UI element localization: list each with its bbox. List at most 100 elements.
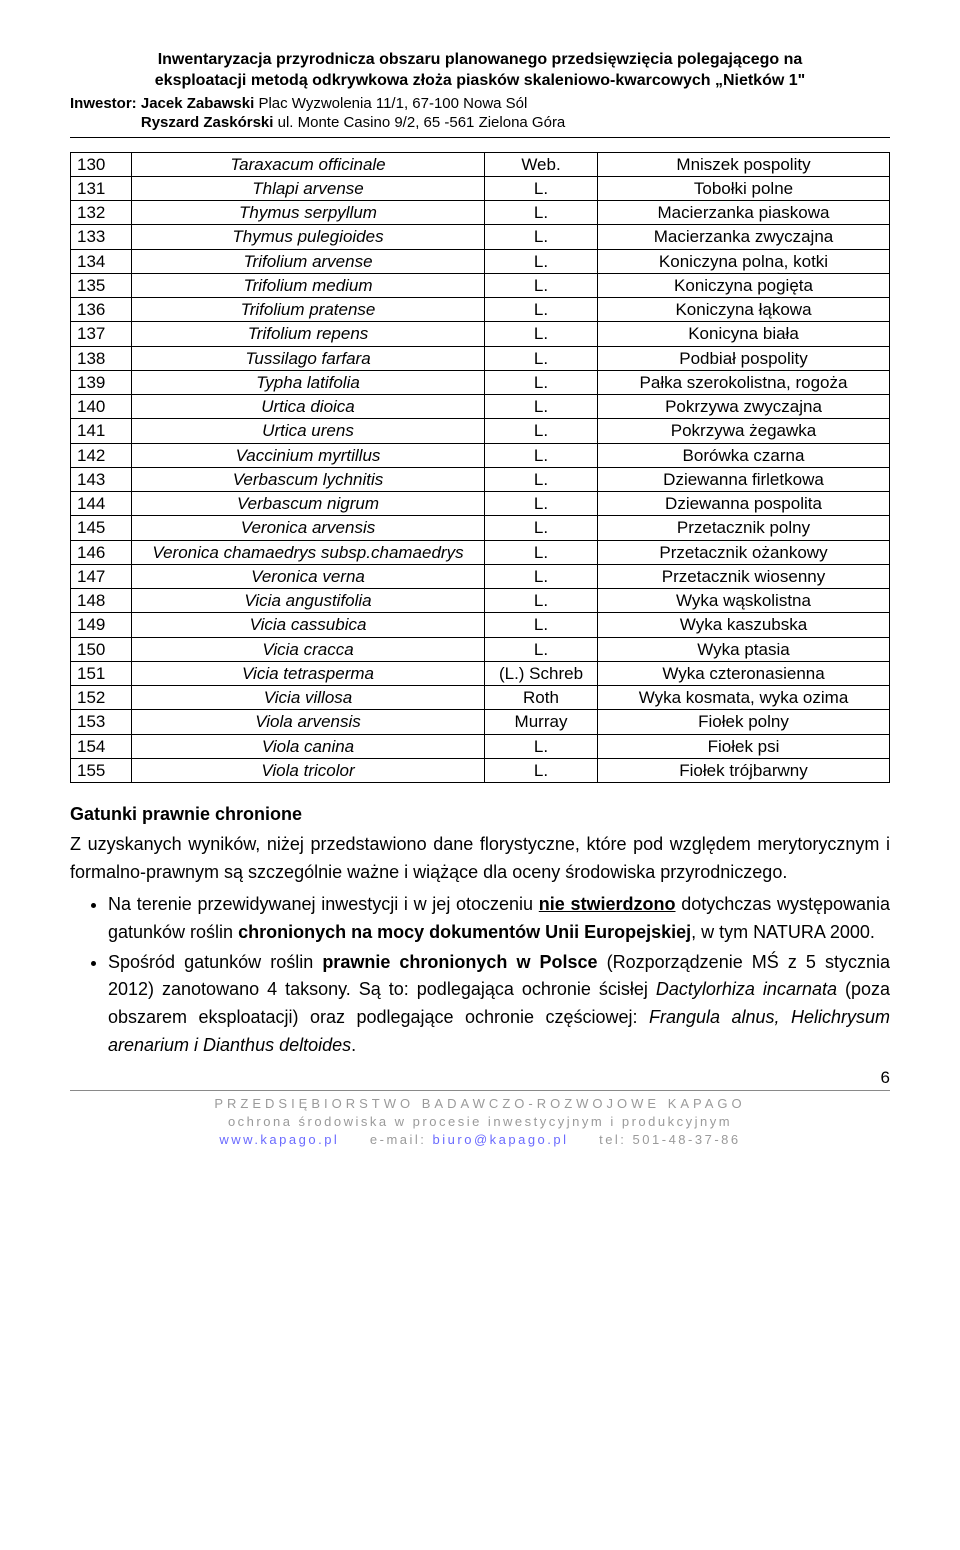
row-latin: Typha latifolia — [132, 370, 485, 394]
row-number: 154 — [71, 734, 132, 758]
table-row: 148Vicia angustifoliaL.Wyka wąskolistna — [71, 589, 890, 613]
row-author: L. — [485, 564, 598, 588]
bullet-1: Na terenie przewidywanej inwestycji i w … — [108, 891, 890, 947]
row-author: L. — [485, 540, 598, 564]
table-row: 135Trifolium mediumL.Koniczyna pogięta — [71, 273, 890, 297]
row-polish: Pokrzywa zwyczajna — [598, 395, 890, 419]
row-author: Murray — [485, 710, 598, 734]
row-author: L. — [485, 613, 598, 637]
row-polish: Przetacznik wiosenny — [598, 564, 890, 588]
row-author: L. — [485, 516, 598, 540]
row-latin: Viola tricolor — [132, 758, 485, 782]
row-latin: Vaccinium myrtillus — [132, 443, 485, 467]
footer-line3: www.kapago.pl e-mail: biuro@kapago.pl te… — [70, 1131, 890, 1149]
row-number: 150 — [71, 637, 132, 661]
title-line-1: Inwentaryzacja przyrodnicza obszaru plan… — [158, 51, 803, 68]
row-polish: Mniszek pospolity — [598, 152, 890, 176]
row-author: L. — [485, 395, 598, 419]
row-number: 134 — [71, 249, 132, 273]
row-polish: Borówka czarna — [598, 443, 890, 467]
row-polish: Pokrzywa żegawka — [598, 419, 890, 443]
row-author: L. — [485, 273, 598, 297]
table-row: 144Verbascum nigrumL.Dziewanna pospolita — [71, 492, 890, 516]
row-author: L. — [485, 758, 598, 782]
row-number: 141 — [71, 419, 132, 443]
table-row: 155Viola tricolorL.Fiołek trójbarwny — [71, 758, 890, 782]
row-latin: Vicia angustifolia — [132, 589, 485, 613]
footer-tel-label: tel: — [599, 1132, 626, 1147]
row-author: Roth — [485, 686, 598, 710]
footer: PRZEDSIĘBIORSTWO BADAWCZO-ROZWOJOWE KAPA… — [70, 1095, 890, 1150]
table-row: 133Thymus pulegioidesL.Macierzanka zwycz… — [71, 225, 890, 249]
section-heading: Gatunki prawnie chronione — [70, 801, 890, 829]
table-row: 137Trifolium repensL.Konicyna biała — [71, 322, 890, 346]
table-row: 151Vicia tetrasperma(L.) SchrebWyka czte… — [71, 661, 890, 685]
row-polish: Konicyna biała — [598, 322, 890, 346]
table-row: 132Thymus serpyllumL.Macierzanka piaskow… — [71, 201, 890, 225]
footer-divider — [70, 1090, 890, 1091]
row-polish: Fiołek trójbarwny — [598, 758, 890, 782]
table-row: 143Verbascum lychnitisL.Dziewanna firlet… — [71, 467, 890, 491]
row-number: 135 — [71, 273, 132, 297]
table-row: 130Taraxacum officinaleWeb.Mniszek pospo… — [71, 152, 890, 176]
bullet2-pre: Spośród gatunków roślin — [108, 952, 322, 972]
row-author: Web. — [485, 152, 598, 176]
footer-line2: ochrona środowiska w procesie inwestycyj… — [70, 1113, 890, 1131]
row-polish: Macierzanka piaskowa — [598, 201, 890, 225]
row-number: 131 — [71, 176, 132, 200]
row-polish: Wyka wąskolistna — [598, 589, 890, 613]
bullet-list: Na terenie przewidywanej inwestycji i w … — [70, 891, 890, 1060]
row-polish: Wyka ptasia — [598, 637, 890, 661]
row-latin: Trifolium pratense — [132, 298, 485, 322]
row-latin: Tussilago farfara — [132, 346, 485, 370]
footer-tel: 501-48-37-86 — [633, 1132, 741, 1147]
row-number: 130 — [71, 152, 132, 176]
row-polish: Podbiał pospolity — [598, 346, 890, 370]
footer-email-label: e-mail: — [370, 1132, 427, 1147]
row-number: 153 — [71, 710, 132, 734]
table-row: 146Veronica chamaedrys subsp.chamaedrysL… — [71, 540, 890, 564]
bullet2-end: . — [351, 1035, 356, 1055]
row-latin: Trifolium medium — [132, 273, 485, 297]
row-number: 132 — [71, 201, 132, 225]
row-latin: Trifolium repens — [132, 322, 485, 346]
row-number: 137 — [71, 322, 132, 346]
row-author: L. — [485, 734, 598, 758]
row-polish: Przetacznik polny — [598, 516, 890, 540]
row-latin: Verbascum lychnitis — [132, 467, 485, 491]
row-latin: Thymus pulegioides — [132, 225, 485, 249]
row-number: 147 — [71, 564, 132, 588]
row-polish: Fiołek polny — [598, 710, 890, 734]
bullet1-pre: Na terenie przewidywanej inwestycji i w … — [108, 894, 539, 914]
table-row: 138Tussilago farfaraL.Podbiał pospolity — [71, 346, 890, 370]
page-number: 6 — [70, 1068, 890, 1088]
table-row: 134Trifolium arvenseL.Koniczyna polna, k… — [71, 249, 890, 273]
row-polish: Pałka szerokolistna, rogoża — [598, 370, 890, 394]
row-polish: Tobołki polne — [598, 176, 890, 200]
document-header: Inwentaryzacja przyrodnicza obszaru plan… — [70, 50, 890, 138]
row-author: (L.) Schreb — [485, 661, 598, 685]
footer-email: biuro@kapago.pl — [433, 1132, 569, 1147]
row-polish: Wyka czteronasienna — [598, 661, 890, 685]
table-row: 141Urtica urensL.Pokrzywa żegawka — [71, 419, 890, 443]
row-number: 136 — [71, 298, 132, 322]
row-author: L. — [485, 467, 598, 491]
row-author: L. — [485, 346, 598, 370]
row-number: 143 — [71, 467, 132, 491]
bullet1-end: , w tym NATURA 2000. — [691, 922, 875, 942]
row-latin: Vicia cassubica — [132, 613, 485, 637]
row-number: 139 — [71, 370, 132, 394]
row-number: 148 — [71, 589, 132, 613]
row-author: L. — [485, 176, 598, 200]
row-polish: Fiołek psi — [598, 734, 890, 758]
row-polish: Koniczyna pogięta — [598, 273, 890, 297]
row-latin: Verbascum nigrum — [132, 492, 485, 516]
row-number: 145 — [71, 516, 132, 540]
row-author: L. — [485, 225, 598, 249]
bullet1-bold: chronionych na mocy dokumentów Unii Euro… — [238, 922, 691, 942]
table-row: 131Thlapi arvenseL.Tobołki polne — [71, 176, 890, 200]
table-row: 152Vicia villosaRothWyka kosmata, wyka o… — [71, 686, 890, 710]
footer-line1: PRZEDSIĘBIORSTWO BADAWCZO-ROZWOJOWE KAPA… — [70, 1095, 890, 1113]
row-polish: Przetacznik ożankowy — [598, 540, 890, 564]
footer-www: www.kapago.pl — [219, 1132, 339, 1147]
